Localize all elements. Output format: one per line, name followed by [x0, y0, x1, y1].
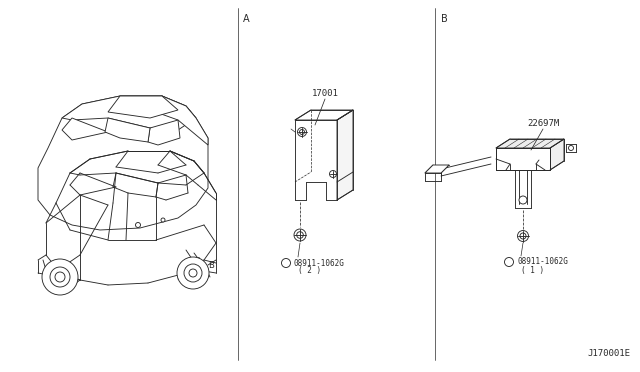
Circle shape — [136, 222, 141, 228]
Text: B: B — [441, 14, 448, 24]
Text: B: B — [208, 260, 214, 269]
Text: J170001E: J170001E — [587, 349, 630, 358]
Polygon shape — [425, 165, 449, 173]
Text: A: A — [196, 257, 202, 266]
Circle shape — [42, 259, 78, 295]
Text: 22697M: 22697M — [527, 119, 559, 128]
Circle shape — [161, 218, 165, 222]
Text: 17001: 17001 — [312, 89, 339, 98]
Circle shape — [519, 196, 527, 204]
Circle shape — [55, 272, 65, 282]
Text: ( 1 ): ( 1 ) — [521, 266, 544, 275]
Circle shape — [298, 128, 307, 137]
Circle shape — [330, 170, 337, 177]
Text: ( 2 ): ( 2 ) — [298, 266, 321, 276]
Circle shape — [568, 145, 573, 151]
Polygon shape — [108, 96, 178, 118]
Polygon shape — [105, 118, 150, 142]
Polygon shape — [496, 139, 564, 148]
Circle shape — [50, 267, 70, 287]
Circle shape — [282, 259, 291, 267]
Circle shape — [184, 264, 202, 282]
Text: A: A — [243, 14, 250, 24]
Polygon shape — [337, 110, 353, 200]
Text: N: N — [507, 260, 511, 264]
Circle shape — [294, 229, 306, 241]
Circle shape — [518, 231, 529, 241]
Polygon shape — [148, 120, 180, 145]
Polygon shape — [550, 139, 564, 170]
Circle shape — [297, 232, 303, 238]
Polygon shape — [38, 96, 208, 230]
Polygon shape — [150, 96, 208, 145]
Circle shape — [177, 257, 209, 289]
Circle shape — [520, 233, 526, 239]
Polygon shape — [62, 96, 196, 130]
Circle shape — [300, 129, 305, 134]
Polygon shape — [62, 118, 108, 140]
Polygon shape — [295, 110, 353, 120]
Circle shape — [189, 269, 197, 277]
Circle shape — [504, 257, 513, 266]
Polygon shape — [496, 148, 550, 170]
Text: 08911-1062G: 08911-1062G — [294, 259, 345, 267]
Text: 08911-1062G: 08911-1062G — [517, 257, 568, 266]
Text: N: N — [284, 260, 289, 266]
